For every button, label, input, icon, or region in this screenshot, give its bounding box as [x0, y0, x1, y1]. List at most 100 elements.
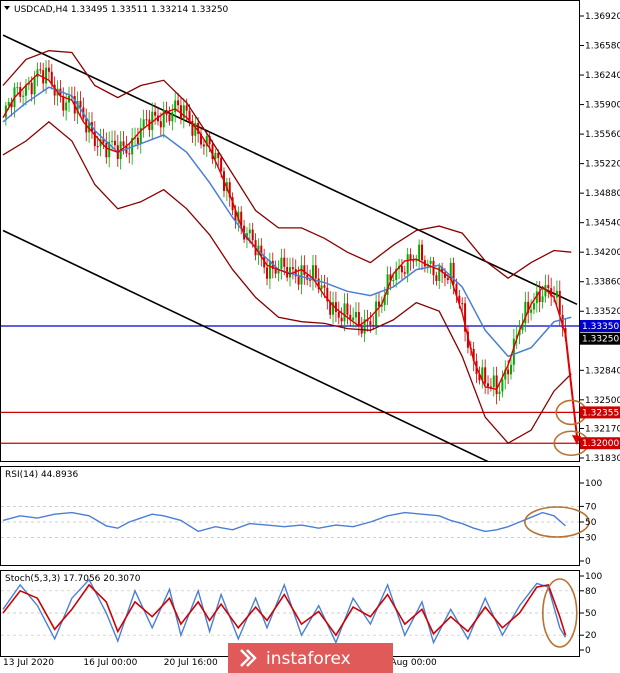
price-axis-label: 1.36920	[585, 12, 620, 22]
level-tag-1: 1.32355	[582, 408, 619, 418]
candle-body	[329, 301, 332, 315]
candle-body	[139, 127, 142, 144]
candle-body	[297, 276, 300, 285]
rsi-axis-label: 100	[585, 479, 602, 489]
candle-body	[277, 269, 280, 274]
candle-body	[446, 277, 449, 281]
candle-body	[421, 244, 424, 261]
candle-body	[489, 386, 492, 388]
rsi-panel	[0, 466, 580, 566]
price-axis-label: 1.35560	[585, 130, 620, 140]
candle-body	[45, 67, 48, 84]
candle-body	[79, 101, 82, 108]
candle-body	[317, 278, 320, 290]
candle-body	[248, 229, 251, 234]
candle-body	[455, 284, 458, 296]
candle-body	[415, 260, 418, 262]
candle-body	[283, 257, 286, 267]
candle-body	[168, 114, 171, 122]
candle-body	[521, 323, 524, 330]
candle-body	[363, 319, 366, 334]
candle-body	[240, 211, 243, 226]
candle-body	[438, 266, 441, 282]
candle-body	[561, 314, 564, 329]
level-tag-0-bg	[580, 320, 620, 333]
candle-body	[332, 302, 335, 315]
dropdown-triangle-icon[interactable]	[4, 6, 10, 10]
price-axis-label: 1.32500	[585, 396, 620, 406]
candle-body	[389, 274, 392, 281]
price-axis-label: 1.36240	[585, 71, 620, 81]
candle-body	[501, 379, 504, 392]
price-title-text: USDCAD,H4 1.33495 1.33511 1.33214 1.3325…	[14, 5, 229, 15]
candle-body	[400, 265, 403, 273]
candle-body	[441, 266, 444, 273]
stoch-axis-label: 100	[585, 572, 602, 582]
candle-body	[111, 140, 114, 142]
price-axis-label: 1.35900	[585, 101, 620, 111]
level-tag-2: 1.32000	[582, 439, 619, 449]
candle-body	[487, 383, 490, 387]
candle-body	[532, 303, 535, 310]
candle-body	[202, 144, 205, 147]
bollinger-lower-line	[2, 121, 572, 445]
candle-body	[406, 254, 409, 274]
candle-body	[403, 272, 406, 274]
candle-body	[220, 157, 223, 172]
level-tag-1-bg	[580, 406, 620, 419]
candle-body	[355, 312, 358, 318]
candle-body	[96, 146, 99, 148]
watermark-logo-icon	[240, 649, 257, 667]
candle-body	[412, 260, 415, 262]
watermark: instaforex	[228, 643, 393, 673]
candle-body	[481, 367, 484, 381]
stoch-axis-label: 50	[585, 609, 597, 619]
candle-body	[185, 105, 188, 111]
candle-body	[291, 267, 294, 270]
price-title: USDCAD,H4 1.33495 1.33511 1.33214 1.3325…	[4, 5, 229, 15]
current-price-tag: 1.33250	[582, 335, 619, 345]
candle-body	[558, 290, 561, 315]
candle-body	[461, 303, 464, 305]
time-axis-label: 20 Jul 16:00	[164, 658, 218, 668]
watermark-text: instaforex	[266, 649, 351, 669]
rsi-highlight-circle	[524, 506, 590, 538]
price-axis-label: 1.32840	[585, 366, 620, 376]
candle-body	[177, 100, 180, 106]
candle-body	[47, 67, 50, 72]
candle-body	[27, 82, 30, 85]
candle-body	[162, 110, 165, 128]
stoch-signal-line	[2, 583, 567, 637]
candle-body	[375, 301, 378, 326]
candle-body	[435, 275, 438, 282]
candle-body	[182, 105, 185, 119]
price-axis-label: 1.31830	[585, 454, 620, 464]
price-axis-label: 1.34880	[585, 189, 620, 199]
candle-body	[464, 303, 467, 332]
candle-body	[386, 274, 389, 295]
candle-body	[303, 265, 306, 275]
candle-body	[343, 303, 346, 322]
candle-body	[309, 279, 312, 281]
candle-body	[492, 375, 495, 388]
candle-body	[260, 245, 263, 257]
candle-body	[418, 244, 421, 261]
candle-body	[377, 301, 380, 307]
candle-body	[128, 153, 131, 155]
candle-body	[217, 152, 220, 158]
annotation-layer	[524, 334, 590, 648]
candle-body	[76, 101, 79, 114]
time-axis-label: 16 Jul 00:00	[83, 658, 137, 668]
candle-body	[234, 210, 237, 222]
candle-body	[174, 100, 177, 113]
candle-body	[33, 77, 36, 95]
rsi-title: RSI(14) 44.8936	[5, 470, 78, 480]
candle-body	[214, 152, 217, 160]
candle-body	[538, 291, 541, 303]
rsi-axis-label: 50	[585, 518, 597, 528]
candle-body	[547, 285, 550, 289]
rsi-axis-label: 70	[585, 502, 597, 512]
candle-body	[208, 136, 211, 145]
candle-body	[251, 229, 254, 241]
